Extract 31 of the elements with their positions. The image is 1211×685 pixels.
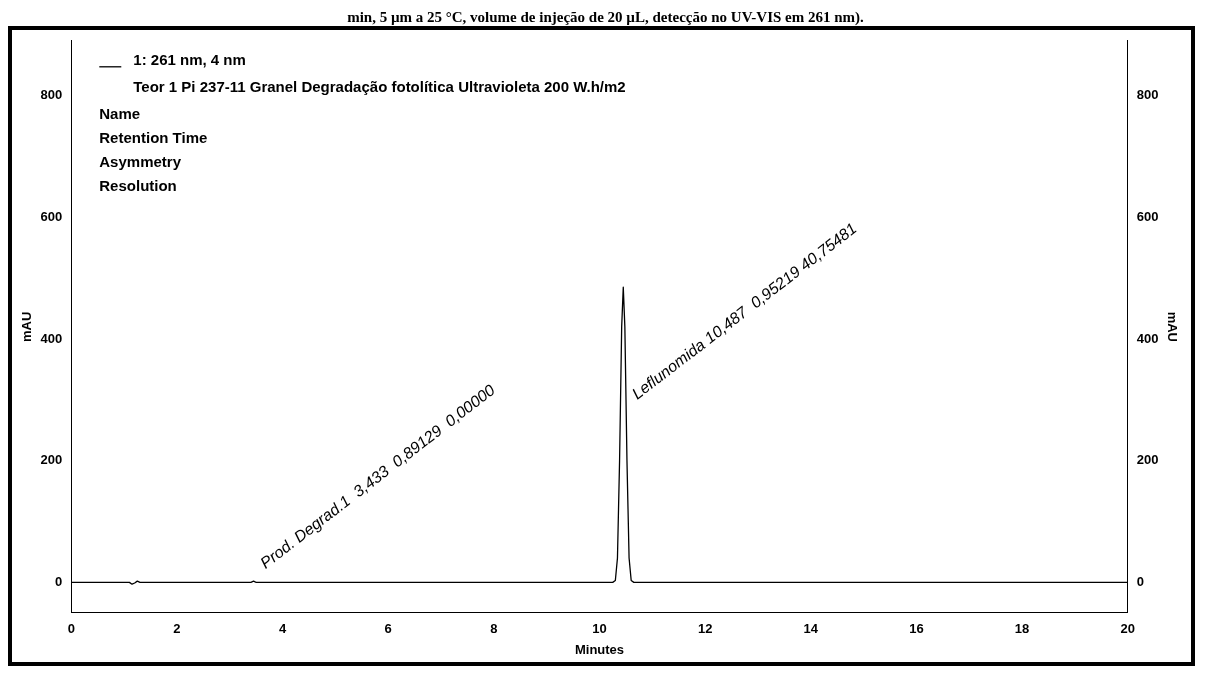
text: Teor 1 Pi 237-11 Granel Degradação fotolítica Ultravioleta 200 W.h/m2 <box>133 77 626 95</box>
y2-axis-title: mAU <box>1164 311 1180 342</box>
y-tick-label: 200 <box>40 452 63 468</box>
x-tick-label: 12 <box>697 621 713 637</box>
x-tick-label: 0 <box>67 621 75 637</box>
x-tick-label: 14 <box>803 621 819 637</box>
y2-tick-label: 600 <box>1136 208 1159 224</box>
legend-label: 1: 261 nm, 4 nm <box>133 50 246 68</box>
x-tick-label: 2 <box>173 621 181 637</box>
x-tick-label: 16 <box>909 621 924 637</box>
annotation: Resolution <box>99 176 177 194</box>
x-axis-title: Minutes <box>574 641 625 657</box>
annotation: Name <box>99 104 141 122</box>
x-tick-label: 18 <box>1014 621 1030 637</box>
x-tick-label: 6 <box>384 621 392 637</box>
y2-tick-label: 400 <box>1136 330 1159 346</box>
chart-title: min, 5 µm a 25 °C, volume de injeção de 20 µL, detecção no UV-VIS em 261 nm). <box>346 8 865 26</box>
y-axis-title: mAU <box>19 311 35 342</box>
annotation: Asymmetry <box>99 152 182 170</box>
y-tick-label: 0 <box>55 573 63 589</box>
y-tick-label: 600 <box>40 208 63 224</box>
y2-tick-label: 200 <box>1136 452 1159 468</box>
x-tick-label: 4 <box>278 621 287 637</box>
y2-tick-label: 0 <box>1136 573 1144 589</box>
x-tick-label: 10 <box>592 621 607 637</box>
x-tick-label: 8 <box>490 621 498 637</box>
annotation: Retention Time <box>99 128 208 146</box>
x-tick-label: 20 <box>1120 621 1135 637</box>
y-tick-label: 400 <box>40 330 63 346</box>
y-tick-label: 800 <box>40 87 63 103</box>
y2-tick-label: 800 <box>1136 87 1159 103</box>
